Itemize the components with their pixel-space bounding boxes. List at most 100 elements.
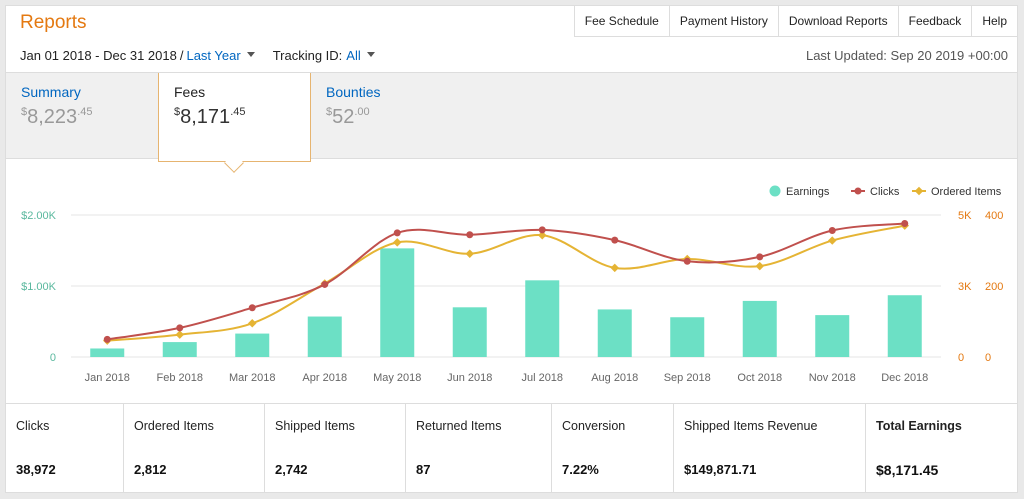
stat-label: Shipped Items Revenue [684, 419, 818, 433]
clicks-point [393, 229, 401, 237]
nav-download-reports[interactable]: Download Reports [777, 6, 898, 37]
x-tick-label: Oct 2018 [737, 372, 782, 384]
clicks-point [103, 335, 111, 343]
date-filter[interactable]: Jan 01 2018 - Dec 31 2018 / Last Year Tr… [20, 48, 375, 63]
earnings-bar [235, 333, 270, 357]
stat-label: Total Earnings [876, 419, 962, 433]
nav-payment-history[interactable]: Payment History [668, 6, 778, 37]
clicks-point [901, 220, 909, 228]
x-tick-label: Apr 2018 [302, 372, 347, 384]
clicks-point [756, 253, 764, 261]
stat-total-earnings: Total Earnings $8,171.45 [866, 404, 1017, 493]
tab-fees-amount: $8,171.45 [174, 106, 246, 128]
ordered-items-point [610, 263, 619, 273]
stat-clicks: Clicks 38,972 [6, 404, 124, 493]
y-right-outer-tick: 200 [985, 281, 1003, 293]
x-tick-label: Sep 2018 [664, 372, 711, 384]
x-tick-label: Jun 2018 [447, 372, 492, 384]
last-updated: Last Updated: Sep 20 2019 +00:00 [805, 48, 1008, 63]
ordered-items-line [107, 224, 905, 342]
earnings-bar [670, 317, 705, 357]
period-dropdown[interactable]: Last Year [186, 48, 241, 63]
clicks-point [683, 257, 691, 265]
legend-clicks-swatch [854, 187, 862, 195]
legend-earnings-label: Earnings [786, 186, 830, 198]
legend-ordered-label: Ordered Items [931, 186, 1002, 198]
x-tick-label: Jan 2018 [85, 372, 130, 384]
earnings-bar [525, 280, 560, 357]
stat-conversion: Conversion 7.22% [552, 404, 674, 493]
ordered-items-point [248, 319, 257, 328]
x-tick-label: Nov 2018 [809, 372, 856, 384]
ordered-items-point [755, 261, 764, 271]
stat-value: 2,742 [275, 462, 308, 477]
tracking-filter[interactable]: Tracking ID: All [273, 48, 375, 63]
clicks-point [321, 280, 329, 288]
tab-summary-amount: $8,223.45 [21, 106, 93, 128]
tab-bounties[interactable]: Bounties $52.00 [311, 73, 461, 159]
ordered-items-point [175, 330, 184, 339]
legend-ordered-swatch [914, 186, 924, 196]
earnings-bar [742, 300, 777, 357]
y-right-inner-tick: 5K [958, 210, 972, 222]
y-right-outer-tick: 0 [985, 352, 991, 364]
stat-label: Shipped Items [275, 419, 355, 433]
clicks-point [466, 231, 474, 239]
nav-help[interactable]: Help [971, 6, 1017, 37]
ordered-items-point [393, 238, 402, 247]
reports-panel: Reports Fee Schedule Payment History Dow… [5, 5, 1018, 493]
earnings-bar [380, 248, 415, 357]
stat-ordered-items: Ordered Items 2,812 [124, 404, 265, 493]
clicks-point [248, 304, 256, 312]
tracking-label: Tracking ID: [272, 48, 343, 63]
chevron-down-icon[interactable] [246, 52, 255, 57]
tracking-dropdown[interactable]: All [346, 48, 361, 63]
nav-feedback[interactable]: Feedback [897, 6, 972, 37]
stat-value: 38,972 [16, 462, 56, 477]
top-nav: Fee Schedule Payment History Download Re… [573, 6, 1017, 37]
legend-earnings-swatch [769, 185, 781, 197]
stats-row: Clicks 38,972 Ordered Items 2,812 Shipped It… [6, 403, 1017, 493]
date-range: Jan 01 2018 - Dec 31 2018 [20, 48, 177, 63]
stat-label: Clicks [16, 419, 50, 433]
stat-label: Conversion [562, 419, 626, 433]
stat-value: 7.22% [562, 462, 599, 477]
earnings-bar [815, 315, 850, 357]
nav-fee-schedule[interactable]: Fee Schedule [573, 6, 669, 37]
stat-value: 2,812 [134, 462, 167, 477]
stat-shipped-items: Shipped Items 2,742 [265, 404, 406, 493]
x-tick-label: Feb 2018 [157, 372, 203, 384]
y-right-inner-tick: 0 [958, 352, 964, 364]
tab-fees[interactable]: Fees $8,171.45 [158, 73, 311, 173]
earnings-bar [162, 342, 197, 357]
earnings-bar [597, 309, 632, 357]
x-tick-label: Mar 2018 [229, 372, 275, 384]
stat-shipped-items-revenue: Shipped Items Revenue $149,871.71 [674, 404, 866, 493]
earnings-bar [452, 307, 487, 357]
tab-summary[interactable]: Summary $8,223.45 [6, 73, 158, 159]
tab-bounties-amount: $52.00 [326, 106, 370, 128]
clicks-line [107, 222, 905, 341]
legend-clicks-label: Clicks [870, 186, 900, 198]
tab-summary-label: Summary [21, 84, 81, 100]
x-tick-label: May 2018 [373, 372, 421, 384]
earnings-bar [887, 295, 922, 357]
stat-value: $8,171.45 [876, 462, 939, 478]
y-right-inner-tick: 3K [958, 281, 972, 293]
stat-label: Ordered Items [134, 419, 214, 433]
tab-bar: Summary $8,223.45 Fees $8,171.45 Bountie… [6, 72, 1017, 173]
stat-value: $149,871.71 [684, 462, 757, 477]
ordered-items-point [465, 249, 474, 258]
clicks-point [611, 236, 619, 244]
ordered-items-point [828, 236, 837, 245]
clicks-point [538, 226, 546, 234]
earnings-bar [307, 316, 342, 357]
stat-returned-items: Returned Items 87 [406, 404, 552, 493]
y-left-tick: $2.00K [21, 210, 57, 222]
tab-bounties-label: Bounties [326, 84, 381, 100]
stat-value: 87 [416, 462, 431, 477]
x-tick-label: Dec 2018 [881, 372, 928, 384]
y-left-tick: 0 [50, 352, 56, 364]
chevron-down-icon[interactable] [366, 52, 375, 57]
stat-label: Returned Items [416, 419, 502, 433]
